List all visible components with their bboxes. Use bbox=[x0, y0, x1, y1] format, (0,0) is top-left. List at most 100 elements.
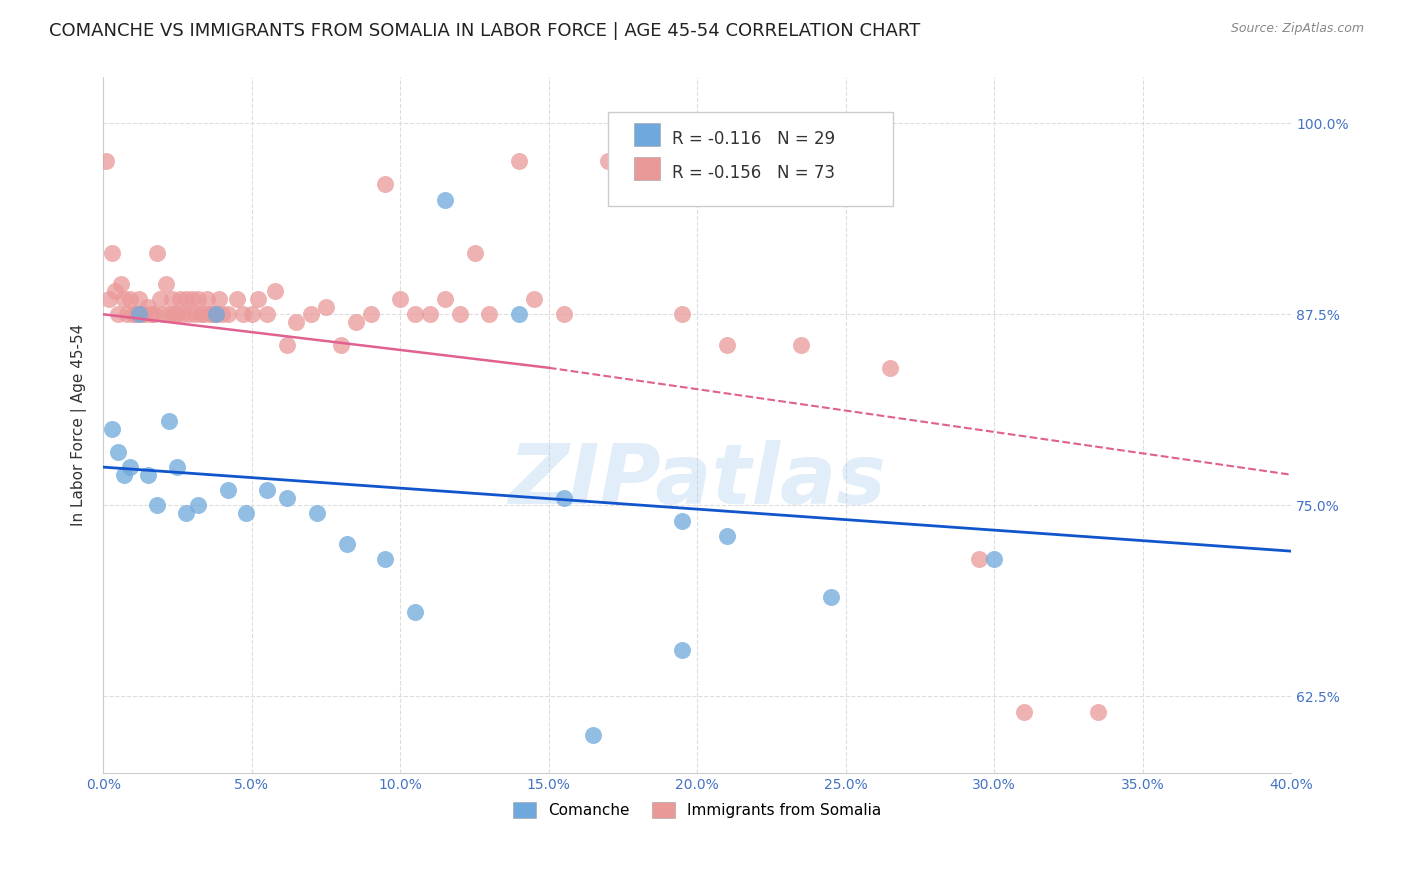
Point bbox=[246, 292, 269, 306]
Point bbox=[240, 307, 263, 321]
Text: COMANCHE VS IMMIGRANTS FROM SOMALIA IN LABOR FORCE | AGE 45-54 CORRELATION CHART: COMANCHE VS IMMIGRANTS FROM SOMALIA IN L… bbox=[49, 22, 921, 40]
Point bbox=[433, 193, 456, 207]
Point bbox=[128, 292, 150, 306]
Point bbox=[389, 292, 412, 306]
Point bbox=[217, 307, 239, 321]
Point bbox=[716, 529, 738, 543]
Point bbox=[969, 551, 991, 566]
Point bbox=[404, 605, 426, 619]
Point bbox=[256, 307, 278, 321]
Point bbox=[195, 292, 218, 306]
Point bbox=[299, 307, 322, 321]
Point bbox=[115, 307, 138, 321]
Point bbox=[145, 498, 167, 512]
Point bbox=[157, 307, 180, 321]
Point bbox=[190, 307, 212, 321]
Point bbox=[264, 285, 287, 299]
Point bbox=[208, 292, 231, 306]
Point bbox=[508, 154, 530, 169]
Point bbox=[307, 506, 329, 520]
Point bbox=[142, 307, 165, 321]
Point bbox=[160, 292, 183, 306]
Point bbox=[404, 307, 426, 321]
Point bbox=[118, 292, 141, 306]
Point bbox=[716, 338, 738, 352]
Point bbox=[374, 178, 396, 192]
Point bbox=[134, 307, 156, 321]
Point bbox=[582, 727, 605, 741]
Point bbox=[193, 307, 215, 321]
Point bbox=[276, 491, 298, 505]
Point bbox=[179, 307, 201, 321]
Point bbox=[104, 285, 127, 299]
Point bbox=[449, 307, 471, 321]
Point bbox=[315, 300, 337, 314]
Point bbox=[523, 292, 546, 306]
FancyBboxPatch shape bbox=[609, 112, 893, 206]
Point bbox=[205, 307, 228, 321]
Point bbox=[671, 307, 693, 321]
Point bbox=[983, 551, 1005, 566]
Point bbox=[232, 307, 254, 321]
Point bbox=[225, 292, 247, 306]
Point bbox=[118, 460, 141, 475]
Point bbox=[145, 246, 167, 260]
Point bbox=[136, 467, 159, 482]
Point bbox=[202, 307, 225, 321]
Text: R = -0.156   N = 73: R = -0.156 N = 73 bbox=[672, 164, 835, 182]
Point bbox=[374, 551, 396, 566]
Point bbox=[101, 422, 124, 436]
Point bbox=[152, 307, 174, 321]
Point bbox=[671, 514, 693, 528]
Point bbox=[419, 307, 441, 321]
Point bbox=[101, 246, 124, 260]
Y-axis label: In Labor Force | Age 45-54: In Labor Force | Age 45-54 bbox=[72, 324, 87, 526]
Point bbox=[166, 307, 188, 321]
Text: Source: ZipAtlas.com: Source: ZipAtlas.com bbox=[1230, 22, 1364, 36]
Point bbox=[181, 292, 204, 306]
Point bbox=[198, 307, 221, 321]
Point bbox=[463, 246, 485, 260]
Point bbox=[139, 307, 162, 321]
Point bbox=[131, 307, 153, 321]
Point bbox=[110, 277, 132, 291]
Point bbox=[107, 445, 129, 459]
Point bbox=[172, 307, 194, 321]
Point bbox=[176, 506, 198, 520]
Point bbox=[598, 154, 620, 169]
Point bbox=[187, 292, 209, 306]
Point bbox=[98, 292, 121, 306]
Point bbox=[235, 506, 257, 520]
Point bbox=[879, 360, 901, 375]
Point bbox=[553, 307, 575, 321]
Point bbox=[187, 498, 209, 512]
Point bbox=[217, 483, 239, 497]
Point bbox=[149, 292, 172, 306]
Point bbox=[790, 338, 813, 352]
Point bbox=[169, 292, 191, 306]
Point bbox=[1087, 705, 1109, 719]
Point bbox=[508, 307, 530, 321]
Point bbox=[112, 467, 135, 482]
Point bbox=[125, 307, 148, 321]
Point bbox=[329, 338, 352, 352]
Point bbox=[205, 307, 228, 321]
Legend: Comanche, Immigrants from Somalia: Comanche, Immigrants from Somalia bbox=[506, 796, 887, 824]
Point bbox=[128, 307, 150, 321]
Point bbox=[163, 307, 186, 321]
Point bbox=[256, 483, 278, 497]
Text: ZIPatlas: ZIPatlas bbox=[509, 441, 886, 521]
Point bbox=[136, 300, 159, 314]
Point bbox=[820, 590, 842, 604]
Point bbox=[336, 536, 359, 550]
Text: R = -0.116   N = 29: R = -0.116 N = 29 bbox=[672, 129, 835, 148]
Point bbox=[211, 307, 233, 321]
Point bbox=[276, 338, 298, 352]
Bar bbox=[634, 122, 661, 145]
Point bbox=[157, 414, 180, 428]
Point bbox=[478, 307, 501, 321]
Point bbox=[112, 292, 135, 306]
Point bbox=[553, 491, 575, 505]
Point bbox=[671, 643, 693, 657]
Point bbox=[344, 315, 367, 329]
